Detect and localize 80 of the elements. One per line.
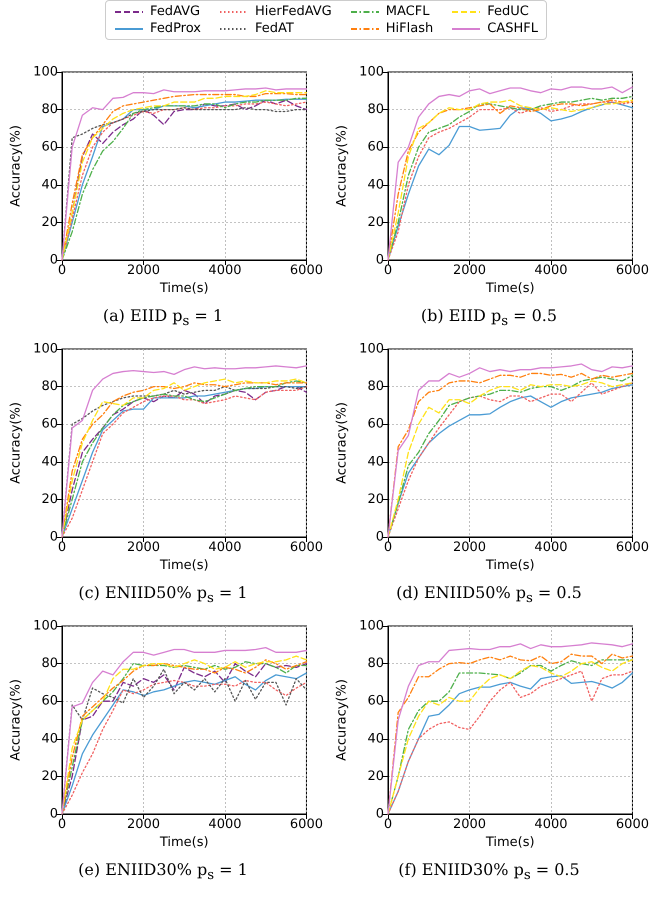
y-tick-label: 40: [367, 454, 384, 470]
y-tick-label: 20: [41, 492, 58, 507]
x-tick-label: 2000: [126, 540, 160, 555]
y-tick-label: 0: [50, 806, 58, 822]
x-tick-label: 2000: [452, 263, 486, 278]
legend-label: FedUC: [487, 4, 529, 19]
x-axis-title: Time(s): [484, 558, 535, 573]
legend-label: FedProx: [150, 21, 201, 36]
x-tick-label: 2000: [452, 817, 486, 832]
y-tick-label: 60: [41, 140, 58, 155]
y-tick-label: 0: [50, 252, 58, 268]
y-tick-label: 20: [367, 492, 384, 507]
y-tick-label: 40: [367, 177, 384, 192]
legend-label: HierFedAVG: [254, 4, 332, 19]
text: (a) EIID p$_{s}$ = 1: [102, 306, 224, 330]
y-tick-label: 100: [359, 342, 384, 356]
y-axis-title: Accuracy(%): [8, 125, 24, 207]
y-axis-title: Accuracy(%): [8, 402, 24, 484]
y-axis-title: Accuracy(%): [334, 679, 350, 761]
x-axis-title: Time(s): [158, 280, 209, 296]
y-tick-label: 40: [41, 454, 58, 470]
x-tick-label: 6000: [290, 817, 324, 832]
x-tick-label: 2000: [126, 263, 160, 278]
x-tick-label: 4000: [534, 540, 568, 555]
x-tick-label: 4000: [208, 540, 242, 555]
y-tick-label: 0: [50, 530, 58, 544]
y-tick-label: 80: [367, 656, 384, 672]
y-axis-title: Accuracy(%): [8, 679, 24, 761]
x-tick-label: 2000: [452, 540, 486, 555]
y-tick-label: 20: [367, 214, 384, 230]
x-tick-label: 4000: [534, 263, 568, 278]
y-tick-label: 60: [367, 416, 384, 432]
y-tick-label: 60: [41, 416, 58, 432]
x-tick-label: 4000: [208, 263, 242, 278]
y-tick-label: 40: [367, 731, 384, 746]
y-tick-label: 80: [41, 379, 58, 394]
y-tick-label: 40: [41, 177, 58, 192]
y-tick-label: 100: [359, 64, 384, 80]
x-tick-label: 4000: [208, 817, 242, 832]
x-axis-title: Time(s): [158, 834, 209, 850]
legend-label: FedAVG: [150, 4, 200, 19]
y-axis-title: Accuracy(%): [334, 125, 350, 207]
x-tick-label: 6000: [616, 263, 650, 278]
y-tick-label: 20: [41, 768, 58, 784]
y-tick-label: 0: [376, 806, 384, 822]
y-tick-label: 100: [33, 342, 58, 356]
y-tick-label: 100: [33, 618, 58, 634]
y-axis-title: Accuracy(%): [334, 402, 350, 484]
x-tick-label: 4000: [534, 817, 568, 832]
y-tick-label: 0: [376, 252, 384, 268]
x-tick-label: 6000: [290, 263, 324, 278]
y-tick-label: 100: [33, 64, 58, 80]
legend-label: MACFL: [386, 4, 430, 19]
x-tick-label: 6000: [290, 540, 324, 555]
y-tick-label: 60: [367, 140, 384, 155]
y-tick-label: 80: [367, 102, 384, 118]
y-tick-label: 40: [41, 731, 58, 746]
text: (d) ENIID50% p$_{s}$ = 0.5: [395, 583, 583, 606]
text: (b) EIID p$_{s}$ = 0.5: [420, 306, 558, 330]
text: (c) ENIID50% p$_{s}$ = 1: [77, 583, 249, 606]
text: (e) ENIID30% p$_{s}$ = 1: [77, 860, 249, 884]
legend-label: FedAT: [254, 21, 294, 36]
y-tick-label: 0: [376, 530, 384, 544]
text: (f) ENIID30% p$_{s}$ = 0.5: [397, 860, 581, 884]
y-tick-label: 60: [367, 694, 384, 709]
x-tick-label: 6000: [616, 817, 650, 832]
y-tick-label: 20: [367, 768, 384, 784]
y-tick-label: 20: [41, 214, 58, 230]
legend-label: HiFlash: [386, 21, 434, 36]
x-tick-label: 2000: [126, 817, 160, 832]
y-tick-label: 80: [41, 102, 58, 118]
y-tick-label: 80: [41, 656, 58, 672]
y-tick-label: 60: [41, 694, 58, 709]
x-axis-title: Time(s): [484, 834, 535, 850]
x-axis-title: Time(s): [158, 558, 209, 573]
legend-label: CASHFL: [487, 21, 538, 36]
x-tick-label: 6000: [616, 540, 650, 555]
y-tick-label: 100: [359, 618, 384, 634]
x-axis-title: Time(s): [484, 280, 535, 296]
y-tick-label: 80: [367, 379, 384, 394]
